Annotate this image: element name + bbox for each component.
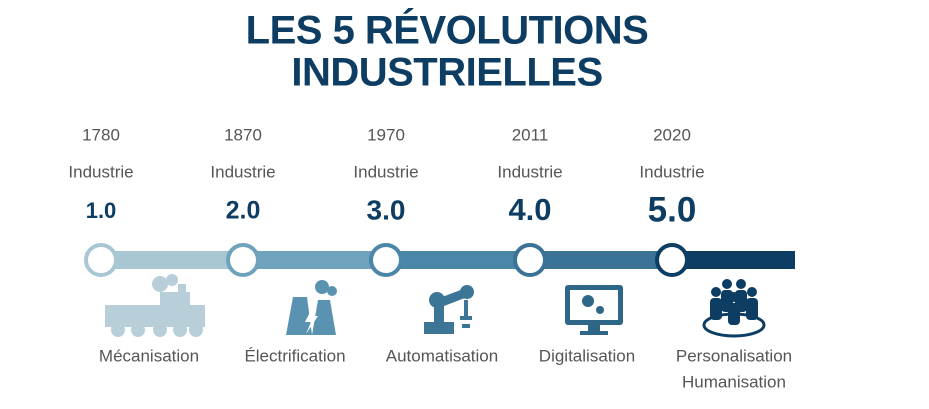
icon-part xyxy=(736,279,746,289)
icon-part xyxy=(596,306,604,314)
timeline-node xyxy=(655,243,689,277)
icon-part xyxy=(178,284,186,294)
timeline-segment xyxy=(672,251,795,269)
icon-part xyxy=(460,285,474,299)
stage-icon xyxy=(565,285,623,335)
stage-name: Digitalisation xyxy=(539,346,635,365)
icon-part xyxy=(160,292,190,306)
icon-part xyxy=(711,287,721,297)
icon-part xyxy=(728,303,740,325)
icon-part xyxy=(570,290,618,320)
icon-part xyxy=(729,292,739,302)
icon-part xyxy=(305,308,318,334)
icon-part xyxy=(153,323,167,337)
industry-label: Industrie xyxy=(353,162,418,181)
icon-part xyxy=(173,323,187,337)
icon-part xyxy=(460,300,472,328)
version: 2.0 xyxy=(226,197,261,225)
year: 1870 xyxy=(224,125,262,144)
timeline-node xyxy=(84,243,118,277)
icon-part xyxy=(582,295,594,307)
industry-label: Industrie xyxy=(210,162,275,181)
icon-part xyxy=(710,298,722,320)
timeline-node xyxy=(513,243,547,277)
icon-part xyxy=(580,331,608,335)
industry-label: Industrie xyxy=(497,162,562,181)
year: 1970 xyxy=(367,125,405,144)
icon-part xyxy=(588,325,600,331)
icon-part xyxy=(327,286,337,296)
industry-label: Industrie xyxy=(639,162,704,181)
stage-name: Personalisation xyxy=(676,346,792,365)
year: 2020 xyxy=(653,125,691,144)
icon-part xyxy=(189,323,203,337)
icon-part xyxy=(111,323,125,337)
timeline-segment xyxy=(386,251,530,269)
icon-part xyxy=(131,323,145,337)
title-line: INDUSTRIELLES xyxy=(291,51,602,95)
icon-part xyxy=(434,288,470,322)
stage-icon xyxy=(424,285,474,334)
icon-part xyxy=(747,287,757,297)
version: 4.0 xyxy=(508,192,551,227)
icon-part xyxy=(105,305,205,327)
timeline-segment xyxy=(101,251,243,269)
year: 1780 xyxy=(82,125,120,144)
icon-part xyxy=(746,298,758,320)
stage-icon xyxy=(286,280,337,335)
icon-part xyxy=(424,322,454,334)
icon-part xyxy=(722,279,732,289)
icon-part xyxy=(166,274,178,286)
industry-label: Industrie xyxy=(68,162,133,181)
icon-part xyxy=(429,292,445,308)
stage-name: Mécanisation xyxy=(99,346,199,365)
stage-name: Automatisation xyxy=(386,346,498,365)
icon-part xyxy=(315,280,329,294)
version: 5.0 xyxy=(648,190,697,229)
timeline-node xyxy=(369,243,403,277)
stage-name: Humanisation xyxy=(682,372,786,391)
title-line: LES 5 RÉVOLUTIONS xyxy=(246,8,649,53)
version: 3.0 xyxy=(367,194,406,225)
stage-name: Électrification xyxy=(244,346,345,365)
stage-icon xyxy=(105,274,205,337)
stage-icon xyxy=(702,279,766,338)
timeline-node xyxy=(226,243,260,277)
icon-part xyxy=(152,276,168,292)
timeline-segment xyxy=(530,251,672,269)
version: 1.0 xyxy=(86,198,117,223)
icon-part xyxy=(286,297,336,335)
year: 2011 xyxy=(512,125,549,144)
timeline-segment xyxy=(243,251,386,269)
